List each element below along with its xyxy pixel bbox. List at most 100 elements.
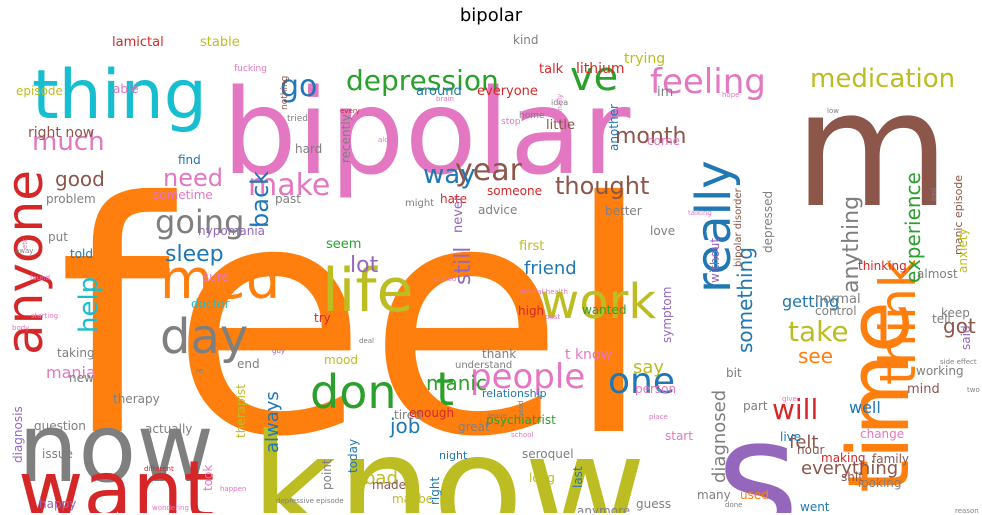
word-right-now: right now [28,125,94,141]
word-better: better [605,204,642,218]
word-feeling: feeling [650,62,766,102]
word-point: point [320,459,334,490]
word-happen: happen [220,485,246,493]
word-idea: idea [551,98,568,107]
word-well: well [849,398,881,417]
word-today: today [346,439,360,473]
word-work: work [540,274,656,330]
word-bipolar: bipolar [222,63,631,201]
word-lot: lot [350,253,379,278]
word-recently: recently [339,114,353,163]
word-used: used [740,488,769,502]
word-t-know: t know [565,347,612,363]
word-people: people [470,357,585,397]
word-leave: leave [488,412,507,420]
word-now: now [18,394,214,504]
word-sleep: sleep [165,242,224,267]
word-etc: etc [21,238,29,249]
word-brain: brain [436,95,454,103]
word-cloud: feel bipolar m know s now want thing time life med… [10,33,980,513]
word-hate: hate [440,192,467,206]
word-two: two [967,386,980,394]
word-last: last [571,466,585,488]
word-really: really [686,160,742,293]
word-talking: talking [688,209,712,217]
word-finally: finally [556,94,564,115]
word-bed: bed [930,188,938,201]
word-try: try [314,311,331,325]
word-past: past [275,192,301,206]
word-give: give [782,395,797,403]
word-one: one [608,361,675,402]
word-went: went [800,500,830,513]
word-month: month [615,124,686,149]
word-deal: deal [359,337,374,345]
word-hope: hope [722,91,739,99]
word-love: love [650,224,675,238]
word-actually: actually [145,422,192,436]
word-good: good [55,167,105,191]
word-family: family [872,452,909,466]
word-enough: enough [409,406,454,420]
word-put: put [48,230,68,244]
word-t: t [436,362,454,416]
word-right: right [428,477,442,505]
word-im: im [657,85,673,100]
word-found: found [30,274,50,282]
word-manic: manic [426,371,487,395]
word-trying: trying [624,51,665,67]
word-mind: mind [907,382,940,397]
word-post: post [545,313,560,321]
word-friend: friend [524,258,577,279]
word-might: might [405,198,434,209]
word-everything: everything [801,458,898,479]
word-started: started [185,512,249,513]
word-making: making [821,451,866,465]
word-great: great [458,420,490,434]
word-around: around [416,84,462,99]
word-depressive-episode: depressive episode [276,497,344,505]
word-control: control [815,304,857,318]
word-job: job [389,414,421,438]
word-every: every [340,107,360,115]
word-guy: guy [272,347,285,355]
word-hard: hard [295,142,322,156]
word-alone: alone [378,136,397,144]
word-thing: thing [32,56,207,135]
word-sure: sure [203,270,229,284]
word-lamictal: lamictal [112,35,164,50]
word-therapist: therapist [234,384,248,438]
word-tell: tell [932,312,951,326]
word-start: start [665,429,693,443]
word-year: year [455,153,523,188]
word-guess: guess [636,497,671,511]
word-done: done [725,501,742,509]
word-re: re [196,367,203,375]
word-back: back [246,171,274,228]
word-issue: issue [42,447,73,461]
word-keep: keep [941,306,970,320]
word-first: first [519,239,544,254]
word-seem: seem [326,237,361,252]
word-hour: hour [797,443,825,457]
word-said: said [959,325,973,350]
word-got: got [943,314,976,338]
word-tried: tried [287,114,308,124]
word-bit: bit [726,366,742,380]
word-symptom: symptom [660,287,674,343]
word-sometime: sometime [153,188,213,202]
word-come: come [647,134,680,148]
word-live: live [780,430,801,444]
word-mood: mood [324,353,358,367]
word-thinking: thinking [858,259,907,273]
word-almost: almost [917,267,958,281]
word-always: always [262,391,283,453]
word-advice: advice [478,203,517,217]
word-know: know [250,403,646,513]
word-seroquel: seroquel [522,447,574,461]
word-part: part [743,399,768,413]
word-mental-health: mental health [519,288,568,296]
word-diagnosis: diagnosis [11,406,25,463]
word-end: end [237,357,260,371]
